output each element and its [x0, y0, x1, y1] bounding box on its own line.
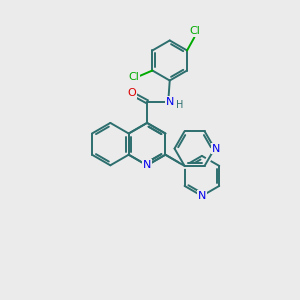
Text: N: N — [143, 160, 151, 170]
Text: N: N — [198, 191, 206, 201]
Text: N: N — [166, 97, 174, 107]
Text: Cl: Cl — [189, 26, 200, 36]
Text: O: O — [128, 88, 136, 98]
Text: Cl: Cl — [128, 72, 139, 82]
Text: H: H — [176, 100, 183, 110]
Text: N: N — [212, 144, 220, 154]
